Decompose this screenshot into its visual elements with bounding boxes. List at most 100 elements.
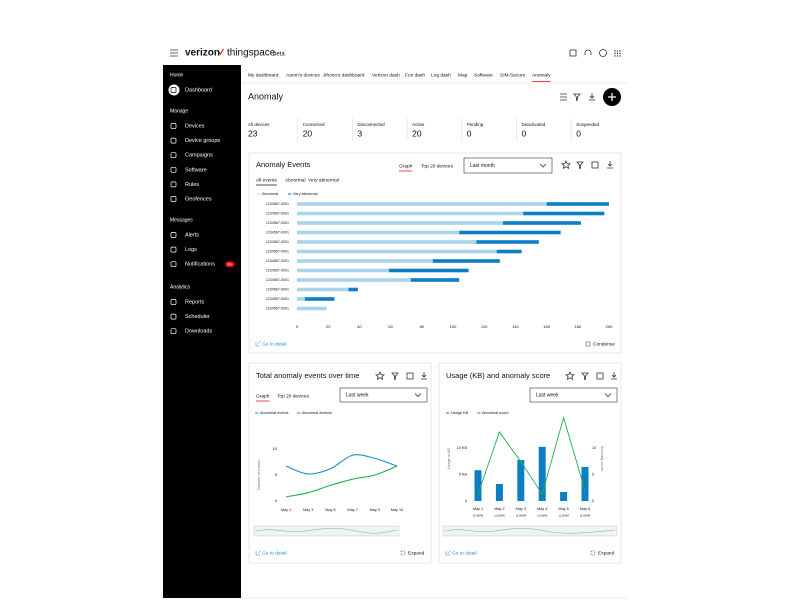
- bar: [523, 211, 605, 216]
- x-tick-label: 40: [357, 324, 362, 329]
- nav-item[interactable]: Notifications: [185, 262, 215, 268]
- nav-icon: [170, 123, 177, 129]
- legend-label: Abnormal devices: [302, 411, 332, 415]
- card-tab[interactable]: All events: [256, 177, 277, 183]
- range-brush[interactable]: [253, 525, 400, 537]
- tab[interactable]: SIM-Secure: [500, 72, 526, 78]
- detail-link[interactable]: Go to detail: [262, 341, 287, 347]
- detail-link[interactable]: Go to detail: [452, 550, 477, 556]
- nav-item[interactable]: Geofences: [185, 196, 212, 202]
- legend-label: Very abnormal: [293, 192, 318, 196]
- nav-icon: [170, 246, 177, 253]
- bar: [517, 460, 525, 501]
- legend-label: Usage KB: [451, 411, 469, 415]
- stat-label: Pending: [467, 122, 484, 127]
- nav-item[interactable]: Reports: [185, 299, 205, 305]
- bar: [474, 470, 482, 501]
- tab[interactable]: Aaron's devices: [286, 72, 320, 78]
- y2-tick-label: 10: [592, 446, 596, 450]
- card-action[interactable]: Expand: [408, 550, 425, 556]
- nav-item[interactable]: Campaigns: [185, 153, 213, 159]
- x-tick-label: May 5: [558, 507, 568, 511]
- line: [285, 465, 398, 498]
- tab[interactable]: Jihoon's dashboard: [323, 72, 365, 78]
- tab[interactable]: Map: [458, 72, 468, 78]
- nav-item[interactable]: Device groups: [185, 138, 220, 144]
- card-tab[interactable]: Very abnormal: [308, 177, 339, 183]
- y-tick-label: 10: [273, 446, 278, 451]
- card-action[interactable]: Condense: [593, 341, 615, 347]
- card-tab[interactable]: Graph: [256, 393, 270, 399]
- legend-label: Abnormal score: [482, 411, 509, 415]
- tab[interactable]: My dashboard: [248, 72, 279, 78]
- dropdown[interactable]: [529, 387, 618, 403]
- x-tick-sublabel: 11:00AM: [494, 514, 504, 518]
- card-tab[interactable]: Graph: [399, 163, 413, 169]
- nav-item[interactable]: Scheduler: [185, 314, 210, 320]
- detail-link[interactable]: Go to detail: [262, 550, 287, 556]
- page-toolbar[interactable]: [560, 88, 621, 106]
- tab[interactable]: Software: [474, 72, 493, 78]
- bar: [297, 297, 305, 301]
- x-tick-sublabel: 11:00AM: [537, 514, 547, 518]
- nav-item[interactable]: Logs: [185, 247, 197, 253]
- bar: [297, 240, 477, 244]
- tab[interactable]: Fun dash: [405, 72, 425, 78]
- bar: [495, 484, 503, 501]
- x-tick-sublabel: 11:00AM: [473, 514, 483, 518]
- bar: [538, 446, 546, 501]
- bar: [297, 230, 460, 235]
- dropdown[interactable]: [339, 387, 428, 403]
- range-brush[interactable]: [442, 525, 618, 537]
- card-tab[interactable]: Top 20 devices: [277, 393, 310, 399]
- line: [285, 454, 398, 475]
- stat-label: Disconnected: [357, 122, 385, 127]
- nav-icon: [170, 87, 177, 93]
- card-tab[interactable]: Top 20 devices: [421, 163, 454, 169]
- card-toolbar[interactable]: [561, 160, 613, 170]
- nav-icon: [170, 313, 177, 320]
- x-tick-label: 180: [574, 324, 581, 329]
- y-tick-label: 5 KB: [459, 472, 468, 476]
- y-tick-label: 1234567-0001: [266, 240, 289, 244]
- bar: [560, 491, 568, 501]
- x-tick-label: 100: [450, 324, 457, 329]
- nav-item[interactable]: Alerts: [185, 232, 199, 238]
- x-tick-label: 20: [326, 324, 331, 329]
- brand: verizon: [185, 48, 220, 59]
- stat-value: 23: [248, 128, 258, 138]
- tab[interactable]: Log dash: [431, 72, 451, 78]
- chevron: [604, 393, 612, 398]
- y-tick-label: 10 KB: [457, 446, 468, 450]
- card-tab[interactable]: Abnormal: [285, 177, 306, 183]
- chart-title: Anomaly Events: [256, 160, 310, 169]
- nav-item[interactable]: Dashboard: [185, 87, 212, 93]
- chart-title: Usage (KB) and anomaly score: [446, 371, 550, 380]
- expand-icon: [590, 550, 596, 556]
- tab[interactable]: Verizon dash: [372, 72, 400, 78]
- nav-icon: [170, 328, 177, 335]
- dropdown-value: Last week: [346, 392, 369, 398]
- nav-item[interactable]: Devices: [185, 123, 205, 129]
- menu-button[interactable]: [170, 49, 178, 57]
- y-tick-label: 1234567-0001: [266, 230, 289, 234]
- bar: [297, 278, 411, 282]
- card-toolbar[interactable]: [565, 371, 617, 381]
- header-icons[interactable]: [569, 49, 621, 57]
- stat-value: 3: [357, 128, 362, 138]
- dropdown[interactable]: [463, 157, 553, 174]
- nav-item[interactable]: Software: [185, 167, 207, 173]
- stat-label: Connected: [303, 122, 325, 127]
- nav-item[interactable]: Rules: [185, 182, 199, 188]
- link-icon: [255, 549, 262, 556]
- card-action[interactable]: Expand: [598, 550, 615, 556]
- active-item-marker: [168, 84, 180, 96]
- tab[interactable]: Anomaly: [532, 72, 551, 78]
- condense-icon: [585, 341, 591, 347]
- card-toolbar[interactable]: [375, 371, 427, 381]
- x-tick-label: May 3: [303, 508, 313, 512]
- nav-item[interactable]: Downloads: [185, 329, 212, 335]
- y2-axis-label: Anomaly score: [600, 446, 604, 471]
- x-tick-label: 80: [420, 324, 425, 329]
- stat-label: All devices: [248, 122, 270, 127]
